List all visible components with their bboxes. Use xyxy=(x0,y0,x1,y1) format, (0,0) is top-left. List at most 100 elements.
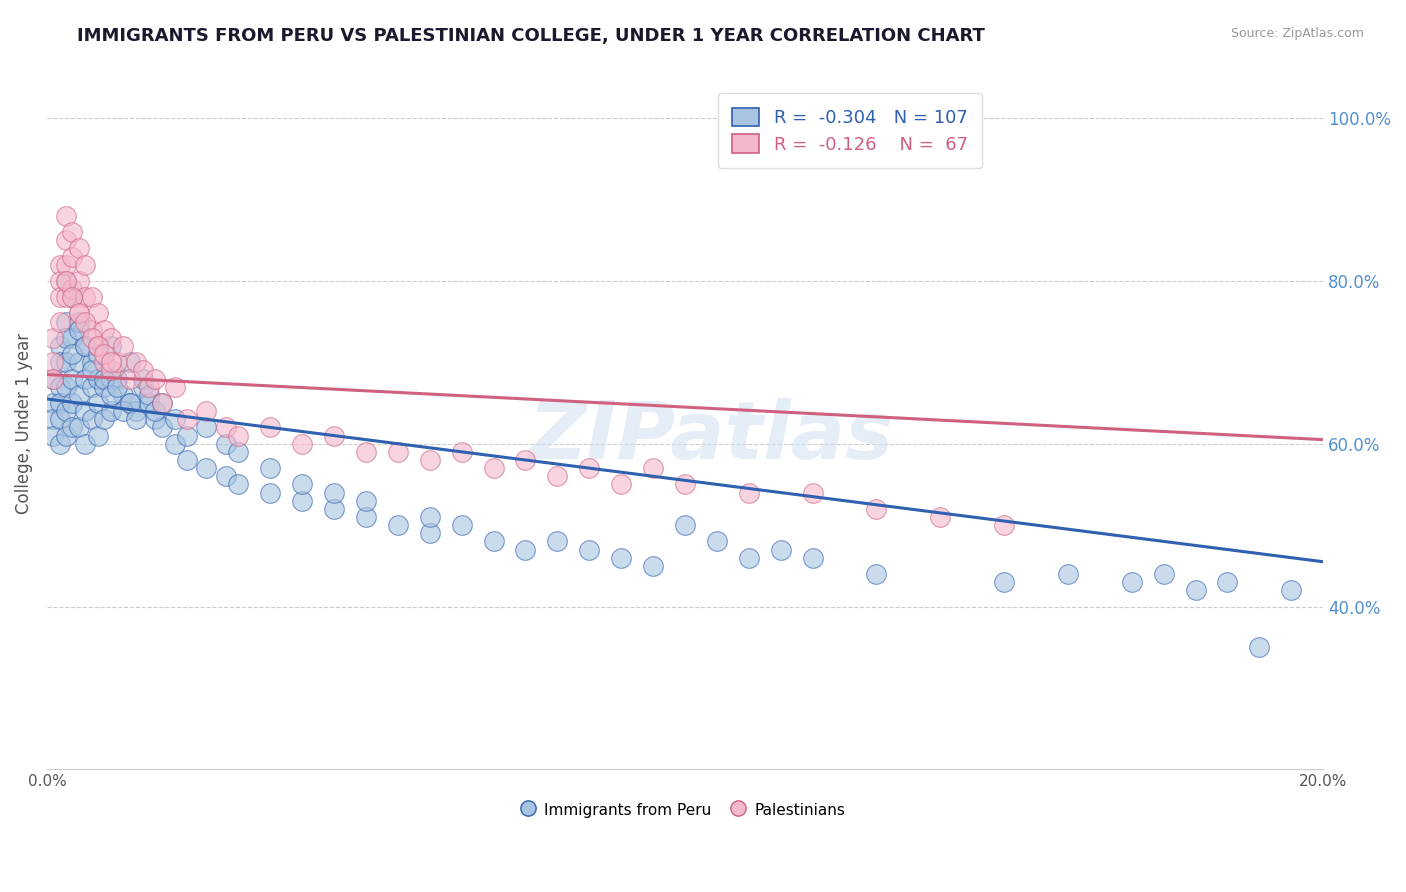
Point xyxy=(55,209,77,223)
Point xyxy=(93,412,115,426)
Point xyxy=(118,396,141,410)
Point xyxy=(55,428,77,442)
Point xyxy=(228,428,250,442)
Legend: Immigrants from Peru, Palestinians: Immigrants from Peru, Palestinians xyxy=(519,796,852,824)
Point xyxy=(87,396,110,410)
Point xyxy=(93,371,115,385)
Point xyxy=(48,315,70,329)
Point xyxy=(105,371,128,385)
Point xyxy=(87,339,110,353)
Point xyxy=(42,412,65,426)
Point xyxy=(1121,575,1143,590)
Point xyxy=(62,347,84,361)
Point xyxy=(75,290,97,304)
Point xyxy=(738,550,761,565)
Point xyxy=(100,339,122,353)
Point xyxy=(75,339,97,353)
Point xyxy=(48,380,70,394)
Point xyxy=(67,241,90,255)
Point xyxy=(354,445,377,459)
Point xyxy=(75,258,97,272)
Point xyxy=(93,355,115,369)
Point xyxy=(67,306,90,320)
Point xyxy=(150,396,173,410)
Point xyxy=(100,404,122,418)
Point xyxy=(55,331,77,345)
Point xyxy=(145,412,167,426)
Point xyxy=(214,420,236,434)
Point xyxy=(1249,640,1271,655)
Point xyxy=(1153,566,1175,581)
Point xyxy=(55,233,77,247)
Point xyxy=(118,355,141,369)
Point xyxy=(105,355,128,369)
Point xyxy=(87,339,110,353)
Point xyxy=(67,420,90,434)
Point xyxy=(75,436,97,450)
Point xyxy=(62,420,84,434)
Point xyxy=(112,404,135,418)
Point xyxy=(643,461,665,475)
Point xyxy=(610,550,633,565)
Point xyxy=(176,453,198,467)
Point xyxy=(48,290,70,304)
Point xyxy=(75,339,97,353)
Point xyxy=(1057,566,1080,581)
Point xyxy=(214,436,236,450)
Point xyxy=(55,258,77,272)
Point xyxy=(62,290,84,304)
Point xyxy=(673,518,696,533)
Point xyxy=(42,396,65,410)
Point xyxy=(100,355,122,369)
Point xyxy=(993,518,1015,533)
Point xyxy=(62,225,84,239)
Point xyxy=(163,412,186,426)
Point xyxy=(150,420,173,434)
Point xyxy=(323,428,346,442)
Point xyxy=(450,518,472,533)
Point xyxy=(80,323,103,337)
Point xyxy=(578,542,600,557)
Point xyxy=(738,485,761,500)
Point xyxy=(67,323,90,337)
Point xyxy=(100,363,122,377)
Point xyxy=(163,380,186,394)
Point xyxy=(48,412,70,426)
Point xyxy=(67,306,90,320)
Point xyxy=(150,396,173,410)
Point xyxy=(93,380,115,394)
Point xyxy=(176,412,198,426)
Point xyxy=(62,250,84,264)
Point xyxy=(87,371,110,385)
Point xyxy=(163,436,186,450)
Text: ZIPatlas: ZIPatlas xyxy=(529,398,893,476)
Point xyxy=(87,347,110,361)
Point xyxy=(93,323,115,337)
Point xyxy=(75,371,97,385)
Point xyxy=(610,477,633,491)
Point xyxy=(450,445,472,459)
Point xyxy=(48,355,70,369)
Point xyxy=(55,315,77,329)
Point xyxy=(228,445,250,459)
Point xyxy=(706,534,728,549)
Point xyxy=(769,542,792,557)
Point xyxy=(80,331,103,345)
Text: IMMIGRANTS FROM PERU VS PALESTINIAN COLLEGE, UNDER 1 YEAR CORRELATION CHART: IMMIGRANTS FROM PERU VS PALESTINIAN COLL… xyxy=(77,27,986,45)
Point xyxy=(87,306,110,320)
Point xyxy=(42,331,65,345)
Point xyxy=(354,493,377,508)
Text: Source: ZipAtlas.com: Source: ZipAtlas.com xyxy=(1230,27,1364,40)
Point xyxy=(323,501,346,516)
Point xyxy=(643,558,665,573)
Point xyxy=(387,518,409,533)
Point xyxy=(228,477,250,491)
Point xyxy=(105,380,128,394)
Point xyxy=(801,485,824,500)
Point xyxy=(42,371,65,385)
Point xyxy=(62,282,84,296)
Point xyxy=(259,485,281,500)
Point xyxy=(80,355,103,369)
Point xyxy=(673,477,696,491)
Point xyxy=(419,453,441,467)
